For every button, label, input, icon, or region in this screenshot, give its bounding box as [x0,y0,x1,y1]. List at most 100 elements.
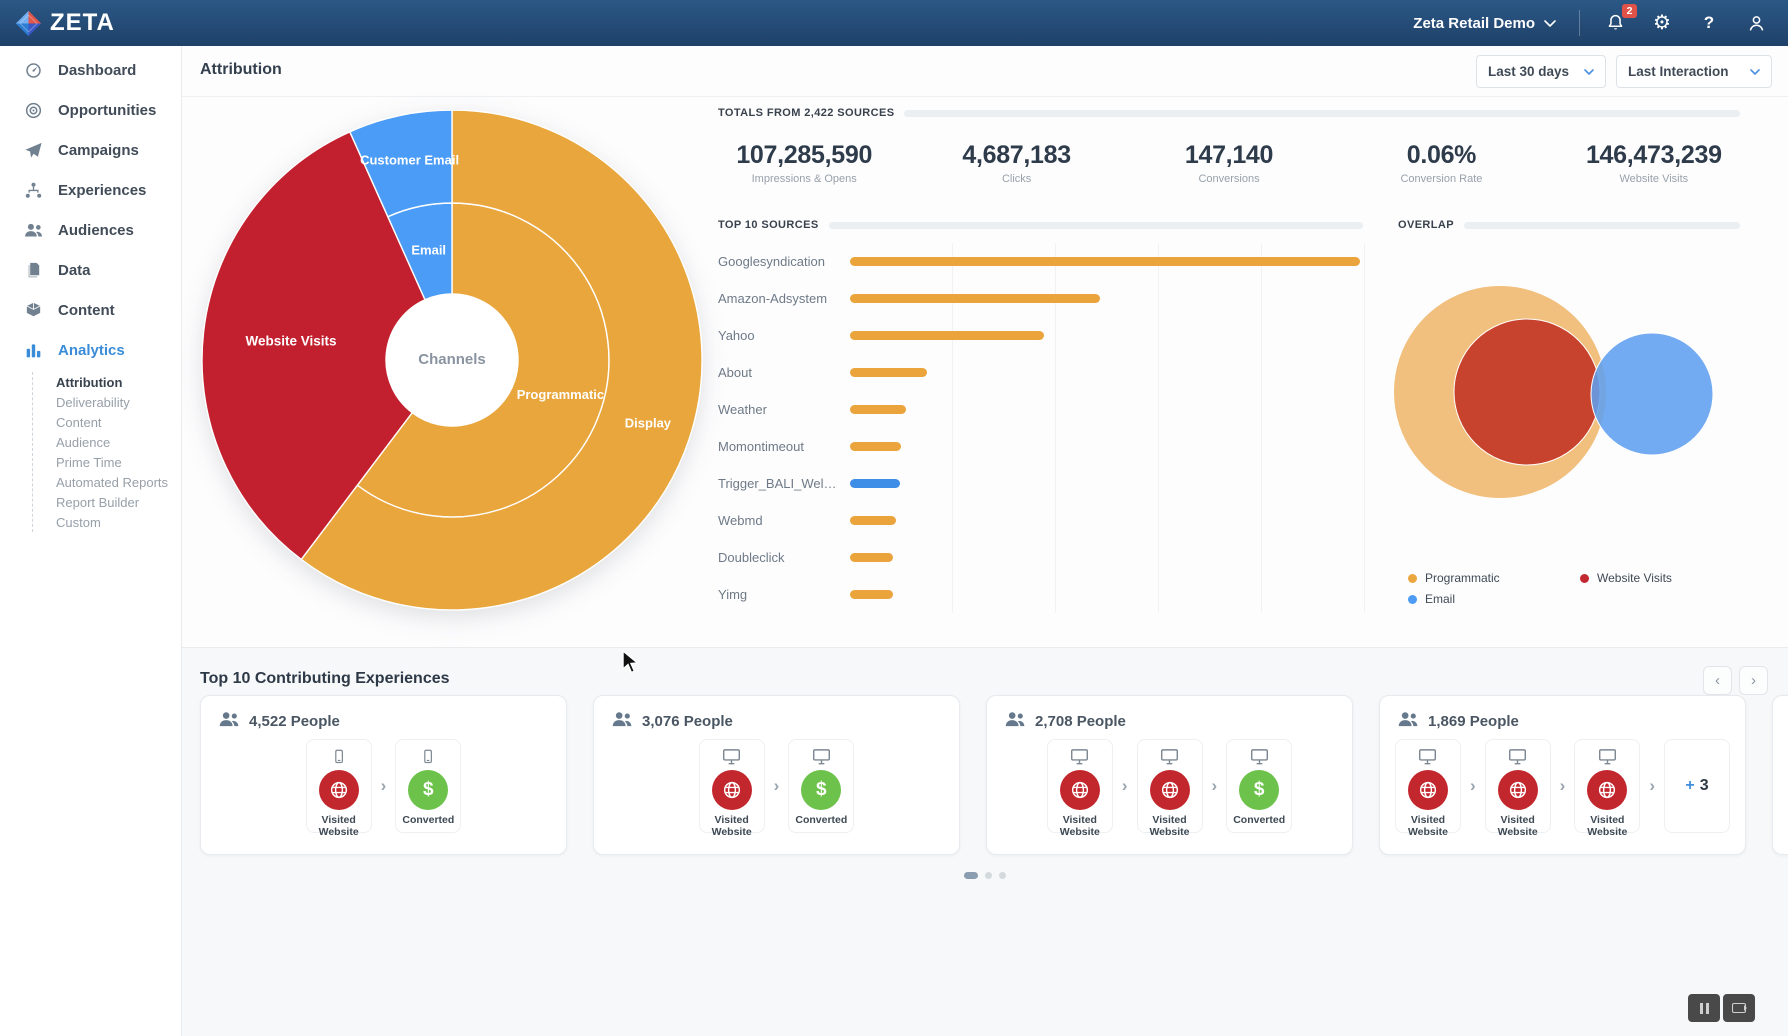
sidebar-item-dashboard[interactable]: Dashboard [0,50,181,90]
page-header: Attribution Last 30 days Last Interactio… [182,46,1788,97]
source-row: Yimg [718,576,1366,613]
source-label: Yahoo [718,328,755,343]
subnav-item-prime-time[interactable]: Prime Time [56,454,122,470]
legend-dot [1580,573,1589,583]
account-switcher[interactable]: Zeta Retail Demo [1413,15,1556,32]
sidebar-item-label: Data [58,261,91,279]
chevron-right-icon: › [773,776,780,795]
step-label: Visited Website [1587,814,1628,839]
sidebar-item-audiences[interactable]: Audiences [0,210,181,250]
sidebar-item-content[interactable]: Content [0,290,181,330]
chevron-down-icon [1750,68,1760,75]
dollar-icon: $ [408,770,449,810]
page-title: Attribution [200,61,282,78]
legend-label: Programmatic [1425,571,1500,585]
mobile-icon [396,747,460,766]
sidebar-item-label: Dashboard [58,61,137,79]
flow-icon [24,181,43,200]
globe-icon [1587,770,1628,810]
chevron-right-icon: › [1211,776,1218,795]
step-tile-visited: Visited Website [1484,739,1551,838]
stat-value: 4,687,183 [962,141,1071,169]
more-count: 3 [1699,777,1709,794]
subnav-item-deliverability[interactable]: Deliverability [56,394,130,410]
source-bar [850,516,896,525]
experience-card[interactable]: 4,522 People Visited Website › $ Converted [200,695,567,855]
chevron-left-icon: ‹ [1715,672,1720,689]
stat-clicks: 4,687,183 Clicks [910,141,1122,185]
experience-steps: Visited Website › $ Converted [594,739,959,838]
sunburst-label-email: Email [411,242,446,257]
desktop-icon [1048,747,1112,766]
analytics-subnav: Attribution Deliverability Content Audience… [32,372,181,532]
sunburst-label-programmatic: Programmatic [517,387,604,402]
step-tile-visited: Visited Website [1394,739,1461,838]
zeta-logo[interactable]: ZETA [0,9,115,37]
source-label: Googlesyndication [718,254,825,269]
stat-label: Conversion Rate [1400,173,1483,185]
main-content: Attribution Last 30 days Last Interactio… [182,46,1788,1036]
people-count-text: 3,076 People [642,713,733,730]
overlap-venn-diagram [1394,286,1714,498]
zeta-diamond-icon [15,10,42,36]
experience-card[interactable]: 2,708 People Visited Website › Visited Websit… [986,695,1353,855]
plus-icon: + [1685,777,1695,794]
source-row: Trigger_BALI_Welcome_T... [718,465,1366,502]
sidebar-item-label: Analytics [58,341,125,359]
sidebar-item-analytics[interactable]: Analytics [0,330,181,370]
carousel-pagination [182,872,1788,879]
gear-icon: ⚙ [1653,12,1671,34]
experiences-heading: Top 10 Contributing Experiences [200,670,450,687]
sidebar-item-opportunities[interactable]: Opportunities [0,90,181,130]
attribution-model-select[interactable]: Last Interaction [1616,55,1772,88]
step-label: Visited Website [1497,814,1538,839]
brand-wordmark: ZETA [50,9,115,36]
source-row: Amazon-Adsystem [718,280,1366,317]
venn-circle-email [1590,332,1714,456]
sidebar-item-data[interactable]: Data [0,250,181,290]
carousel-next-button[interactable]: › [1739,666,1768,695]
screen-record-button[interactable] [1723,994,1755,1022]
section-rule [904,109,1740,117]
subnav-item-content[interactable]: Content [56,414,102,430]
pause-button[interactable] [1688,994,1720,1022]
stat-label: Website Visits [1619,173,1689,185]
carousel-dot[interactable] [985,872,992,879]
stat-label: Clicks [1001,173,1032,185]
subnav-item-attribution[interactable]: Attribution [56,374,123,390]
top-sources-bar-chart: Googlesyndication Amazon-Adsystem Yahoo Abo… [718,243,1366,613]
settings-button[interactable]: ⚙ [1650,11,1674,35]
subnav-item-automated-reports[interactable]: Automated Reports [56,474,169,490]
experience-steps: Visited Website › $ Converted [201,739,566,838]
overlap-heading: OVERLAP [1398,219,1454,231]
sidebar-item-campaigns[interactable]: Campaigns [0,130,181,170]
source-label: Weather [718,402,767,417]
mobile-icon [307,747,371,766]
globe-icon [711,770,752,810]
date-range-value: Last 30 days [1488,64,1570,79]
source-row: Doubleclick [718,539,1366,576]
sidebar-item-experiences[interactable]: Experiences [0,170,181,210]
notification-badge: 2 [1622,4,1637,18]
experience-card[interactable]: 1,869 People Visited Website › Visited Websit… [1379,695,1746,855]
help-button[interactable]: ? [1697,11,1721,35]
notifications-button[interactable]: 2 [1603,4,1637,35]
subnav-item-report-builder[interactable]: Report Builder [56,494,140,510]
subnav-item-audience[interactable]: Audience [56,434,111,450]
carousel-prev-button[interactable]: ‹ [1703,666,1732,695]
sunburst-center [386,294,518,426]
people-count: 3,076 People [594,696,959,732]
legend-dot [1408,573,1417,583]
carousel-dot[interactable] [964,872,978,879]
carousel-dot[interactable] [999,872,1006,879]
legend-item-programmatic: Programmatic [1408,571,1580,585]
experience-card[interactable] [1772,695,1788,855]
source-bar [850,331,1044,340]
profile-button[interactable] [1744,11,1768,35]
section-rule [1463,221,1740,229]
experience-card[interactable]: 3,076 People Visited Website › $ Converted [593,695,960,855]
subnav-item-custom[interactable]: Custom [56,514,101,530]
date-range-select[interactable]: Last 30 days [1476,55,1606,88]
attribution-model-value: Last Interaction [1628,64,1729,79]
more-steps-tile[interactable]: +3 [1664,739,1730,833]
